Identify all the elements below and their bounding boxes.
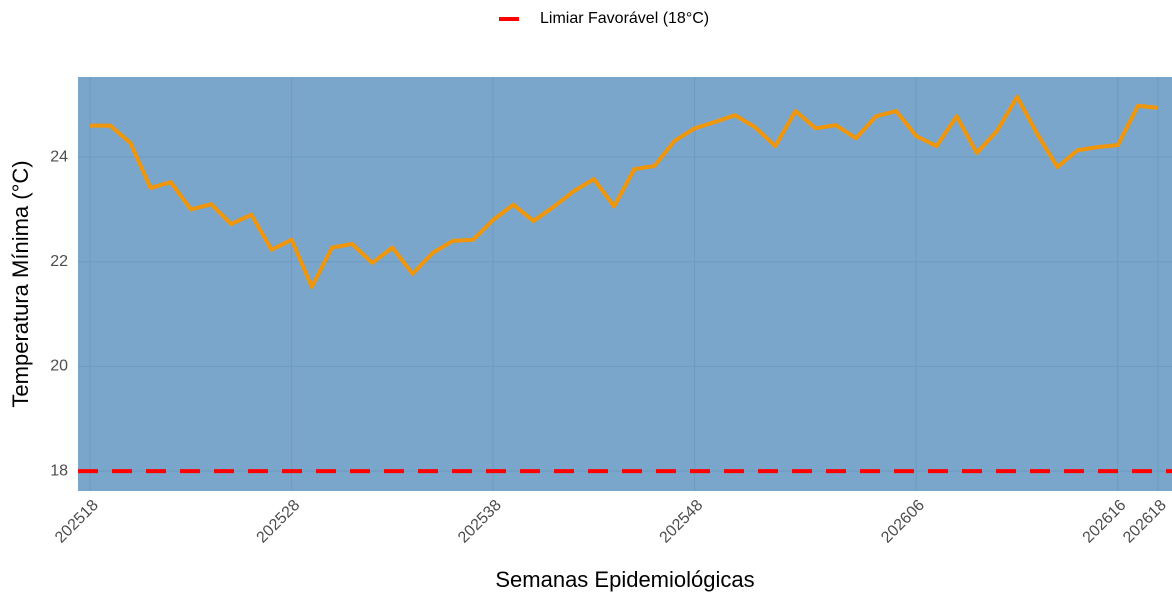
grid (78, 77, 1172, 491)
x-tick-label: 202548 (657, 497, 707, 547)
legend-label: Limiar Favorável (18°C) (540, 10, 709, 27)
x-tick-label: 202606 (878, 497, 928, 547)
y-tick-label: 24 (50, 148, 68, 165)
y-tick-label: 22 (50, 253, 68, 270)
plot-panel (78, 77, 1172, 491)
marks (78, 94, 1172, 474)
data-line (90, 94, 1159, 289)
x-tick-label: 202538 (455, 497, 505, 547)
x-axis-title: Semanas Epidemiológicas (495, 567, 754, 592)
x-tick-label: 202616 (1080, 497, 1130, 547)
x-tick-label: 202618 (1120, 497, 1170, 547)
x-tick-label: 202528 (254, 497, 304, 547)
y-axis-title: Temperatura Mínima (°C) (8, 160, 33, 407)
y-tick-label: 18 (50, 462, 68, 479)
y-tick-label: 20 (50, 358, 68, 375)
x-tick-label: 202518 (52, 497, 102, 547)
